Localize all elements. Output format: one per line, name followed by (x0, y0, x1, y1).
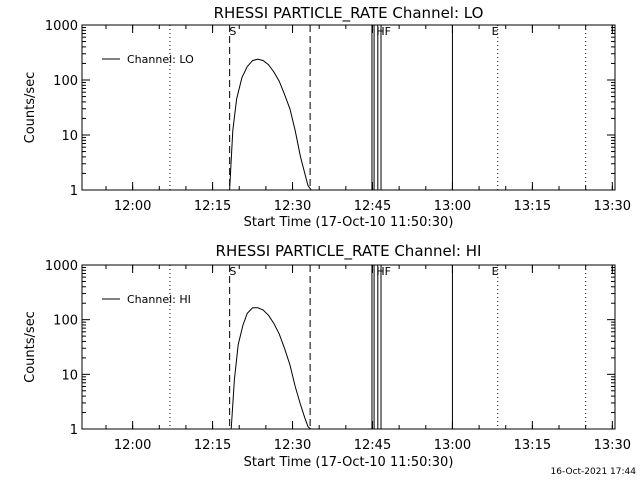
panel-2-title: RHESSI PARTICLE_RATE Channel: HI (216, 242, 482, 261)
panel-2-y-axis-label: Counts/sec (23, 311, 38, 383)
panel-2-y-tick-label: 10 (61, 368, 78, 383)
footer-timestamp: 16-Oct-2021 17:44 (550, 467, 636, 477)
panel-1-y-tick-label: 10 (61, 129, 78, 144)
panel-2-legend-label: Channel: HI (127, 293, 191, 306)
panel-2-y-tick-label: 100 (53, 314, 78, 329)
panel-1-title: RHESSI PARTICLE_RATE Channel: LO (214, 4, 484, 23)
panel-2-x-tick-label: 13:15 (514, 438, 551, 453)
panel-1-x-tick-label: 12:00 (114, 199, 151, 214)
panel-1-y-tick-label: 1 (70, 184, 78, 199)
panel-2-plot-frame (81, 264, 616, 430)
panel-1-series-line (229, 58, 312, 191)
panel-2-x-tick-label: 12:15 (194, 438, 231, 453)
panel-1-y-tick-label: 1000 (45, 19, 78, 34)
panel-1-x-tick-label: 13:30 (594, 199, 631, 214)
panel-1-x-tick-label: 13:00 (434, 199, 471, 214)
panel-2-x-axis-label: Start Time (17-Oct-10 11:50:30) (244, 455, 454, 470)
panel-1-annotation-e: E (492, 25, 499, 38)
panel-2-x-tick-label: 13:00 (434, 438, 471, 453)
panel-2-y-tick-label: 1 (70, 423, 78, 438)
panel-2-x-tick-label: 12:00 (114, 438, 151, 453)
panel-1-x-tick-label: 12:45 (354, 199, 391, 214)
panel-2-series-line (230, 307, 312, 430)
panel-1-annotation-hf: HF (376, 25, 391, 38)
panel-2-x-tick-label: 12:45 (354, 438, 391, 453)
panel-2-annotation-hf: HF (376, 265, 391, 278)
panel-1-y-tick-label: 100 (53, 74, 78, 89)
panel-1-annotation-s: S (229, 25, 236, 38)
panel-1-y-axis-label: Counts/sec (23, 72, 38, 144)
panel-1-x-tick-label: 12:30 (274, 199, 311, 214)
panel-2-x-tick-label: 13:30 (594, 438, 631, 453)
panel-1-x-tick-label: 12:15 (194, 199, 231, 214)
panel-1-x-axis-label: Start Time (17-Oct-10 11:50:30) (244, 215, 454, 230)
panel-2-x-tick-label: 12:30 (274, 438, 311, 453)
panel-2-annotation-s: S (229, 265, 236, 278)
panel-1-legend-label: Channel: LO (127, 53, 194, 66)
panel-1-plot-frame (81, 24, 616, 191)
panel-1-x-tick-label: 13:15 (514, 199, 551, 214)
panel-2-y-tick-label: 1000 (45, 259, 78, 274)
panel-2-annotation-e: E (492, 265, 499, 278)
